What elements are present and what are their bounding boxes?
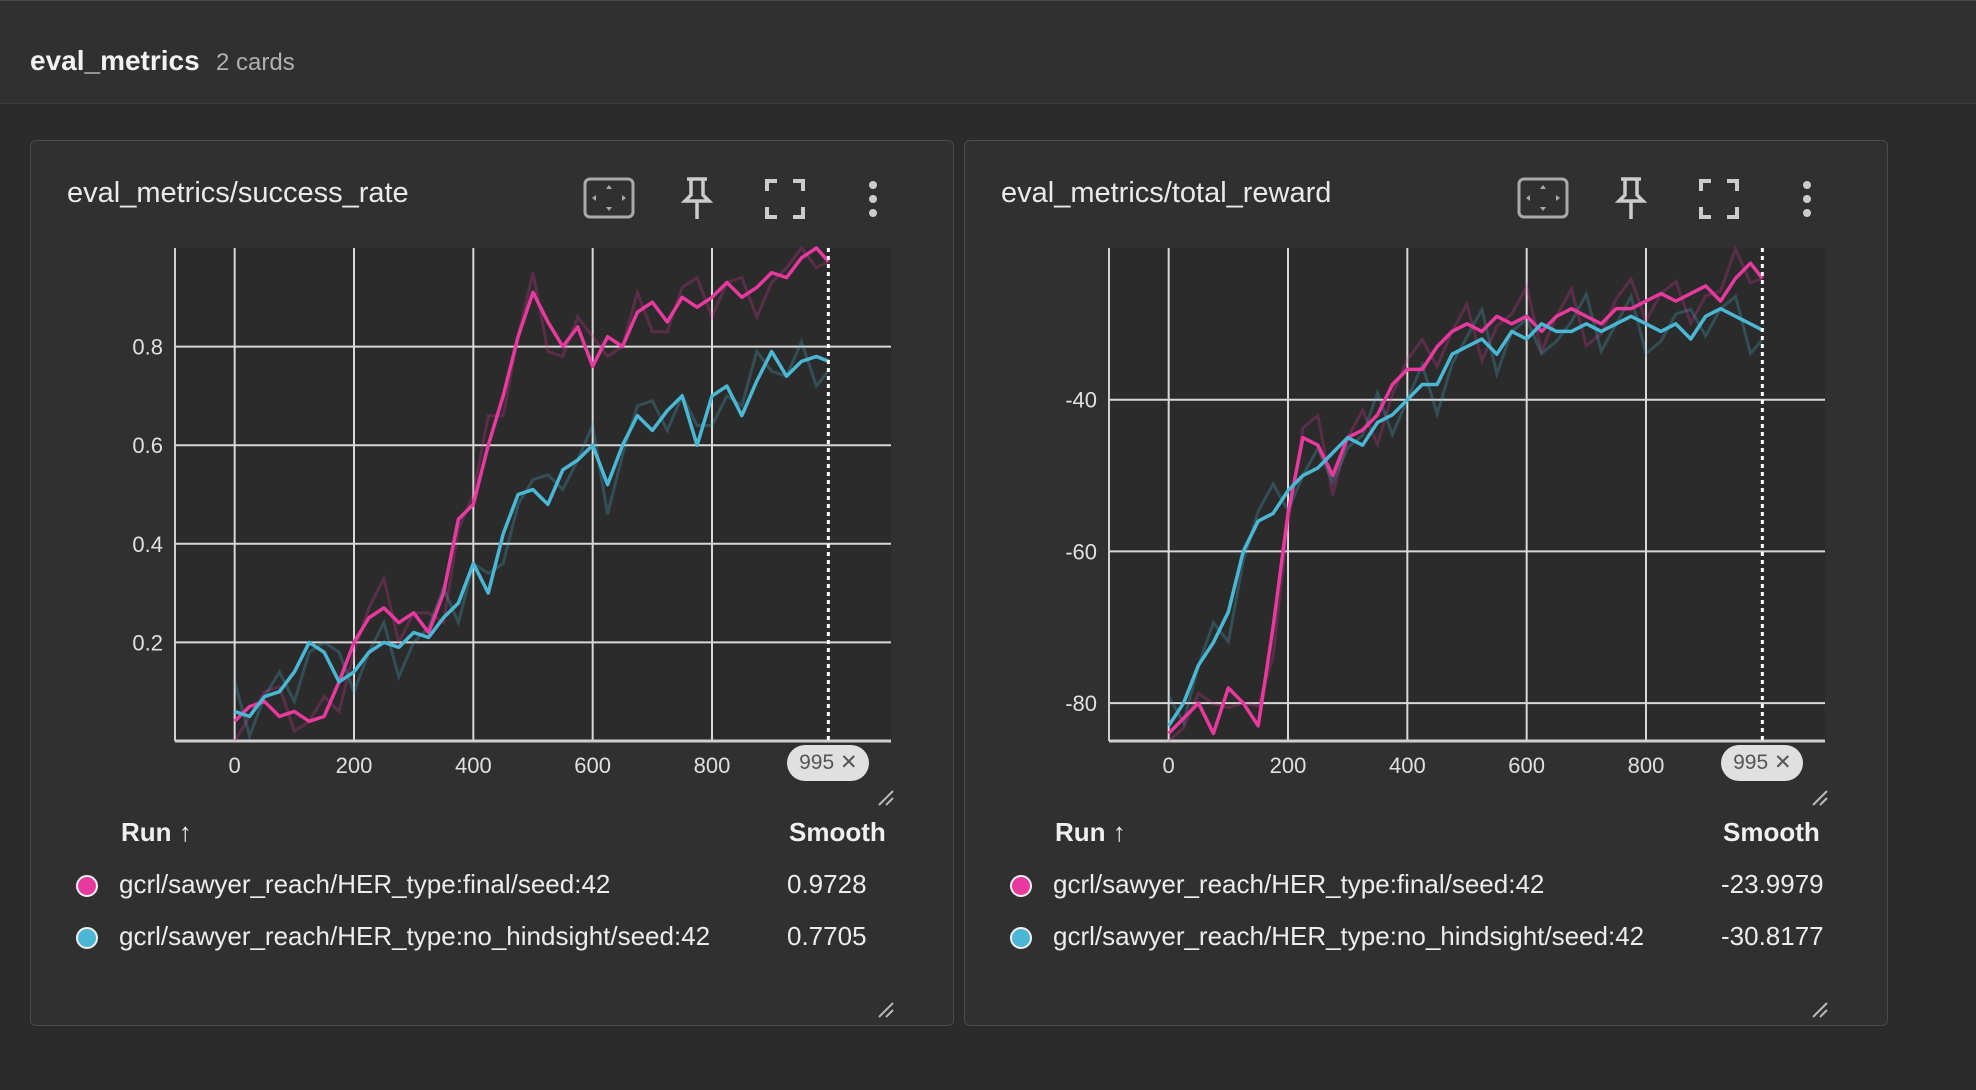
group-title: eval_metrics [30, 45, 200, 76]
run-name: gcrl/sawyer_reach/HER_type:no_hindsight/… [119, 921, 711, 951]
x-tick-label: 600 [1508, 753, 1545, 778]
x-tick-label: 0 [229, 753, 241, 778]
scalar-card-total-reward: eval_metrics/total_reward 0 200 400 600 800 -… [964, 140, 1888, 1026]
run-color-dot [1010, 927, 1032, 949]
x-tick-label: 400 [455, 753, 492, 778]
resize-handle-icon[interactable] [877, 1001, 895, 1019]
total-reward-chart[interactable]: 0 200 400 600 800 -80 -60 -40 [965, 141, 1889, 801]
close-icon[interactable]: ✕ [839, 751, 858, 774]
x-tick-label: 800 [1628, 753, 1665, 778]
group-header: eval_metrics 2 cards [0, 0, 1976, 104]
success-rate-chart[interactable]: 0 200 400 600 800 0.2 0.4 0.6 0.8 [31, 141, 955, 801]
fit-domain-icon[interactable] [581, 171, 637, 227]
run-column-header[interactable]: Run ↑ [1055, 817, 1126, 847]
step-cursor-badge[interactable]: 995 ✕ [787, 745, 870, 781]
fullscreen-icon[interactable] [1691, 171, 1747, 227]
pin-icon[interactable] [669, 171, 725, 227]
x-tick-label: 200 [336, 753, 373, 778]
fullscreen-icon[interactable] [757, 171, 813, 227]
smooth-column-header[interactable]: Smooth [789, 817, 886, 847]
smoothed-value: -30.8177 [1721, 921, 1824, 951]
group-card-count: 2 cards [216, 49, 295, 76]
y-tick-label: 0.8 [132, 335, 163, 360]
y-tick-label: 0.6 [132, 433, 163, 458]
x-tick-label: 600 [574, 753, 611, 778]
pin-icon[interactable] [1603, 171, 1659, 227]
run-name: gcrl/sawyer_reach/HER_type:final/seed:42 [119, 869, 611, 899]
run-color-dot [76, 875, 98, 897]
smooth-column-header[interactable]: Smooth [1723, 817, 1820, 847]
y-tick-label: -80 [1065, 691, 1097, 716]
run-color-dot [1010, 875, 1032, 897]
more-vert-icon[interactable] [845, 171, 901, 227]
y-tick-label: -40 [1065, 388, 1097, 413]
x-tick-label: 200 [1270, 753, 1307, 778]
smoothed-value: 0.9728 [787, 869, 867, 899]
fit-domain-icon[interactable] [1515, 171, 1571, 227]
plot-area [175, 248, 891, 741]
run-column-header[interactable]: Run ↑ [121, 817, 192, 847]
x-tick-label: 400 [1389, 753, 1426, 778]
x-tick-label: 800 [694, 753, 731, 778]
step-badge-value: 995 [799, 751, 835, 774]
y-tick-label: 0.2 [132, 630, 163, 655]
smoothed-series-line [233, 246, 830, 724]
y-tick-label: 0.4 [132, 532, 163, 557]
run-name: gcrl/sawyer_reach/HER_type:no_hindsight/… [1053, 921, 1645, 951]
card-title: eval_metrics/total_reward [1001, 177, 1332, 209]
y-tick-label: -60 [1065, 539, 1097, 564]
raw-series-line [233, 245, 830, 742]
smoothed-value: -23.9979 [1721, 869, 1824, 899]
more-vert-icon[interactable] [1779, 171, 1835, 227]
run-name: gcrl/sawyer_reach/HER_type:final/seed:42 [1053, 869, 1545, 899]
plot-area [1109, 248, 1825, 741]
raw-series-line [1167, 290, 1764, 727]
step-badge-value: 995 [1733, 751, 1769, 774]
smoothed-series-line [234, 349, 829, 719]
resize-handle-icon[interactable] [877, 789, 895, 807]
x-tick-label: 0 [1163, 753, 1175, 778]
raw-series-line [1167, 244, 1763, 743]
resize-handle-icon[interactable] [1811, 789, 1829, 807]
resize-handle-icon[interactable] [1811, 1001, 1829, 1019]
run-color-dot [76, 927, 98, 949]
scalar-card-success-rate: eval_metrics/success_rate 0 200 400 600 800 0… [30, 140, 954, 1026]
step-cursor-badge[interactable]: 995 ✕ [1721, 745, 1804, 781]
smoothed-series-line [1167, 306, 1764, 727]
smoothed-series-line [1167, 261, 1764, 736]
card-title: eval_metrics/success_rate [67, 177, 409, 209]
smoothed-value: 0.7705 [787, 921, 867, 951]
close-icon[interactable]: ✕ [1773, 751, 1792, 774]
